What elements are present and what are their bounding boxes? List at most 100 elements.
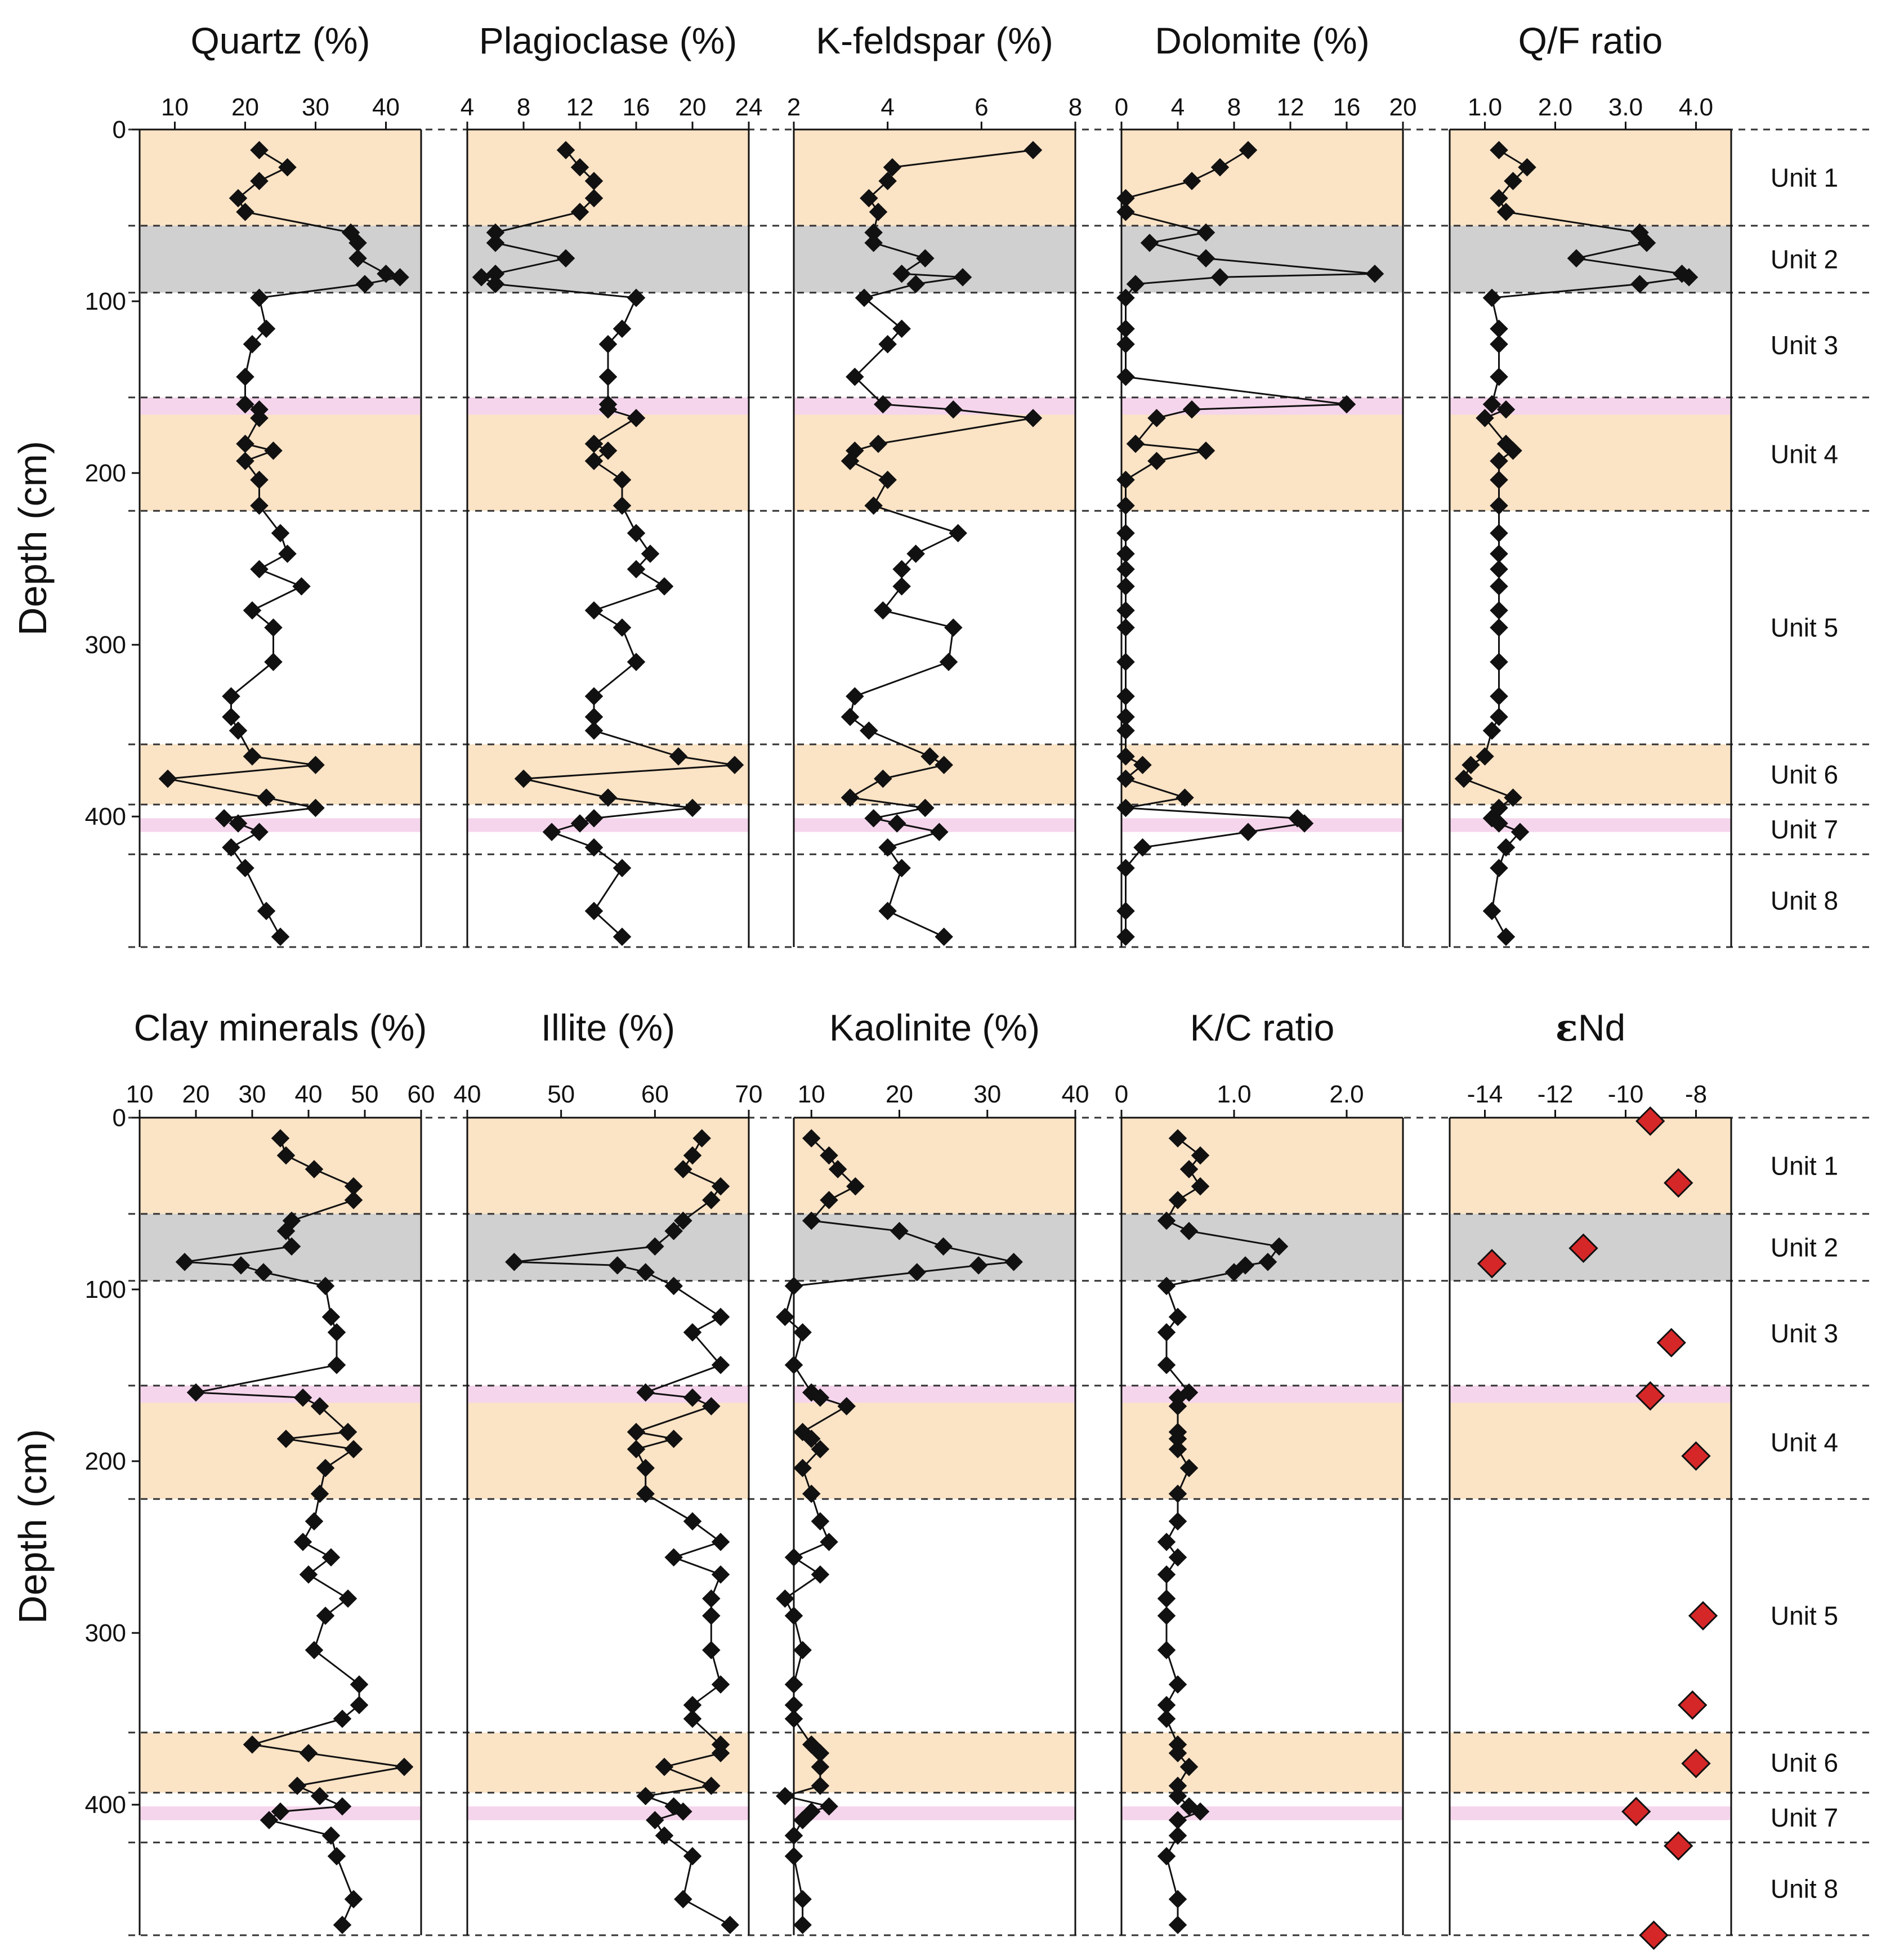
data-point <box>1168 1744 1187 1762</box>
data-point <box>250 496 269 515</box>
data-point <box>784 1695 803 1715</box>
data-point <box>299 1565 318 1584</box>
data-point <box>231 1256 251 1275</box>
data-point <box>1116 367 1135 386</box>
data-point <box>811 1776 830 1795</box>
x-tick-label: 40 <box>1062 1081 1089 1108</box>
data-point <box>584 189 604 208</box>
data-point <box>908 1263 927 1282</box>
data-point <box>627 560 646 579</box>
data-point <box>264 618 283 637</box>
x-tick-label: 20 <box>1389 93 1417 121</box>
data-point <box>1116 203 1135 221</box>
panel-illite: Illite (%) 40 50 60 70 <box>454 1007 762 1935</box>
x-tick-label: -8 <box>1685 1081 1707 1108</box>
data-point <box>222 838 240 857</box>
panel-k-feldspar: K-feldspar (%) 2 4 6 8 <box>787 20 1082 947</box>
data-point <box>271 927 290 946</box>
data-point <box>236 203 254 221</box>
x-tick-label: 16 <box>1333 93 1361 121</box>
data-point <box>1236 1256 1255 1275</box>
data-point <box>702 1776 721 1795</box>
data-point <box>1295 814 1314 833</box>
data-point <box>1476 409 1494 427</box>
data-point <box>655 1826 674 1845</box>
data-point <box>584 687 604 706</box>
data-point <box>1133 756 1152 774</box>
data-point <box>869 203 888 221</box>
data-point <box>1490 814 1508 833</box>
y-axis-label: Depth (cm) <box>11 1429 55 1624</box>
data-point <box>1116 769 1135 788</box>
data-point <box>1496 838 1516 857</box>
panel-title: Quartz (%) <box>190 20 370 61</box>
data-point <box>627 1422 646 1441</box>
x-tick-label: 4 <box>1171 93 1185 121</box>
data-point <box>1496 203 1516 221</box>
data-point <box>250 288 269 307</box>
data-point <box>939 653 958 671</box>
panel-title: K/C ratio <box>1190 1007 1335 1048</box>
y-tick-label: 200 <box>85 1448 126 1475</box>
data-point <box>1168 1129 1187 1148</box>
data-point <box>1024 141 1043 159</box>
x-tick-label: 4 <box>461 93 474 121</box>
data-point <box>1116 524 1135 543</box>
unit-label: Unit 5 <box>1771 613 1838 642</box>
unit-label: Unit 1 <box>1771 163 1838 192</box>
data-point <box>214 809 234 828</box>
data-point <box>1239 141 1258 159</box>
data-point <box>598 367 618 386</box>
data-point <box>257 901 276 921</box>
data-point <box>486 234 505 252</box>
data-point <box>1116 707 1135 726</box>
data-point <box>1191 1146 1210 1165</box>
data-point <box>1157 1355 1176 1374</box>
data-point <box>776 1787 794 1806</box>
data-point <box>669 747 688 766</box>
data-point <box>711 1675 730 1694</box>
data-point <box>855 288 874 307</box>
data-point <box>1490 577 1508 596</box>
data-point <box>793 1916 812 1934</box>
unit-band-1 <box>140 1118 1731 1214</box>
y-tick-label: 400 <box>85 1791 126 1819</box>
data-point <box>820 1797 838 1816</box>
unit-label: Unit 7 <box>1771 815 1838 844</box>
y-tick-label: 400 <box>85 803 126 831</box>
panel-epsilon-nd: εNd -14 -12 -10 -8 <box>1449 1006 1732 1950</box>
data-point <box>584 601 604 620</box>
data-point <box>1179 1222 1199 1240</box>
data-point <box>1168 1916 1187 1934</box>
data-point <box>316 1276 335 1296</box>
data-point <box>584 452 604 470</box>
data-point <box>1116 747 1135 766</box>
data-point <box>316 1459 335 1477</box>
data-point <box>598 441 618 460</box>
data-point <box>1168 1548 1187 1567</box>
data-point <box>784 1548 803 1567</box>
data-point <box>721 1916 739 1934</box>
data-point <box>229 721 248 740</box>
data-point <box>784 1847 803 1865</box>
data-point <box>944 618 963 637</box>
data-point <box>627 653 646 671</box>
data-point <box>906 544 925 563</box>
x-tick-label: 30 <box>239 1081 266 1108</box>
unit-label: Unit 4 <box>1771 1428 1838 1457</box>
data-point <box>949 524 967 543</box>
data-point <box>1168 1787 1187 1806</box>
data-point <box>641 544 660 563</box>
data-point <box>1454 769 1473 788</box>
data-point <box>1258 1252 1277 1271</box>
data-point <box>1168 1811 1187 1829</box>
data-point <box>683 1709 702 1728</box>
data-point <box>1147 409 1166 427</box>
data-point <box>271 524 290 543</box>
data-point <box>1482 901 1501 921</box>
data-point <box>655 577 674 596</box>
data-point <box>293 1533 312 1551</box>
x-tick-label: 6 <box>975 93 988 121</box>
panel-title: Dolomite (%) <box>1155 20 1369 61</box>
data-point <box>310 1484 329 1503</box>
